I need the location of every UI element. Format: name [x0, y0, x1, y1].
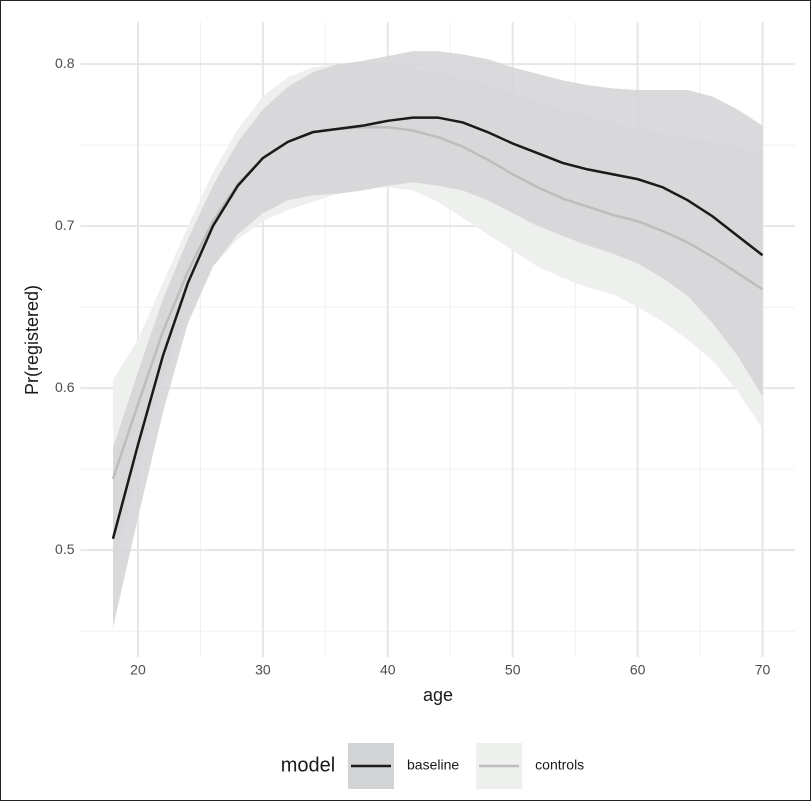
- x-tick-label: 60: [630, 662, 646, 678]
- x-tick-label: 20: [130, 662, 146, 678]
- legend-title: model: [281, 754, 335, 776]
- y-tick-label: 0.7: [55, 217, 75, 233]
- plot-area: [111, 51, 764, 628]
- x-tick-label: 30: [255, 662, 271, 678]
- x-tick-label: 50: [505, 662, 521, 678]
- y-axis-label: Pr(registered): [22, 285, 42, 395]
- x-tick-label: 70: [755, 662, 771, 678]
- x-tick-label: 40: [380, 662, 396, 678]
- y-tick-label: 0.6: [55, 379, 75, 395]
- line: [111, 116, 764, 540]
- y-tick-label: 0.5: [55, 541, 75, 557]
- x-axis-label: age: [423, 685, 453, 705]
- legend: baseline controls: [348, 743, 584, 789]
- legend-label: controls: [535, 757, 584, 773]
- y-tick-label: 0.8: [55, 55, 75, 71]
- line: [111, 126, 764, 480]
- confidence-band: [112, 51, 763, 628]
- legend-label: baseline: [407, 757, 459, 773]
